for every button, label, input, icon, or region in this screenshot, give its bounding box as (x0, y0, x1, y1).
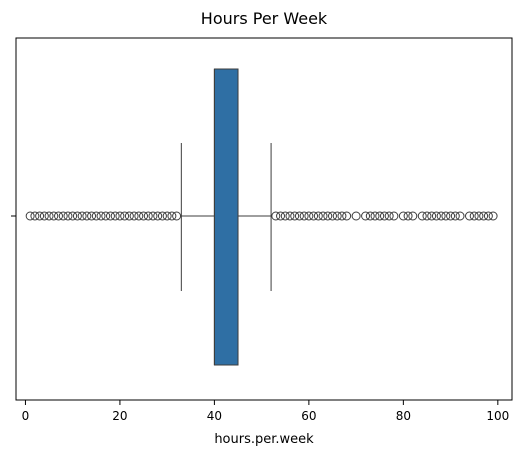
outlier-point (337, 211, 347, 221)
outlier-point (446, 211, 456, 221)
outlier-point (323, 211, 333, 221)
outlier-point (455, 211, 465, 221)
box (213, 68, 239, 366)
outlier-point (39, 211, 49, 221)
outlier-point (110, 211, 120, 221)
outlier-point (285, 211, 295, 221)
x-tick-label: 60 (301, 409, 316, 423)
outlier-point (25, 211, 35, 221)
outlier-point (148, 211, 158, 221)
whiskers (180, 143, 272, 291)
outlier-point (431, 211, 441, 221)
outlier-point (120, 211, 130, 221)
outlier-point (417, 211, 427, 221)
x-tick-label: 0 (22, 409, 30, 423)
outlier-point (327, 211, 337, 221)
outliers (25, 211, 498, 221)
outlier-point (35, 211, 45, 221)
outlier-point (436, 211, 446, 221)
outlier-point (143, 211, 153, 221)
outlier-point (167, 211, 177, 221)
iqr-box (213, 68, 239, 366)
outlier-point (91, 211, 101, 221)
outlier-point (68, 211, 78, 221)
outlier-point (398, 211, 408, 221)
outlier-point (379, 211, 389, 221)
outlier-point (375, 211, 385, 221)
outlier-point (422, 211, 432, 221)
x-axis-label: hours.per.week (214, 432, 314, 447)
outlier-point (139, 211, 149, 221)
outlier-point (384, 211, 394, 221)
outlier-point (101, 211, 111, 221)
outlier-point (474, 211, 484, 221)
outlier-point (304, 211, 314, 221)
outlier-point (294, 211, 304, 221)
outlier-point (129, 211, 139, 221)
outlier-point (318, 211, 328, 221)
outlier-point (403, 211, 413, 221)
outlier-point (77, 211, 87, 221)
outlier-point (483, 211, 493, 221)
outlier-point (389, 211, 399, 221)
outlier-point (44, 211, 54, 221)
outlier-point (271, 211, 281, 221)
x-tick-label: 20 (112, 409, 127, 423)
outlier-point (115, 211, 125, 221)
outlier-point (280, 211, 290, 221)
outlier-point (58, 211, 68, 221)
x-tick-label: 40 (207, 409, 222, 423)
outlier-point (105, 211, 115, 221)
outlier-point (370, 211, 380, 221)
outlier-point (464, 211, 474, 221)
outlier-point (299, 211, 309, 221)
outlier-point (72, 211, 82, 221)
chart-title: Hours Per Week (201, 9, 328, 28)
outlier-point (172, 211, 182, 221)
outlier-point (365, 211, 375, 221)
outlier-point (342, 211, 352, 221)
outlier-point (162, 211, 172, 221)
outlier-point (290, 211, 300, 221)
outlier-point (49, 211, 59, 221)
outlier-point (441, 211, 451, 221)
x-axis-ticks: 0 20 40 60 80 100 (22, 400, 509, 423)
outlier-point (361, 211, 371, 221)
outlier-point (427, 211, 437, 221)
outlier-point (153, 211, 163, 221)
x-tick-label: 100 (486, 409, 509, 423)
outlier-point (408, 211, 418, 221)
outlier-point (134, 211, 144, 221)
x-tick-label: 80 (396, 409, 411, 423)
outlier-point (276, 211, 286, 221)
outlier-point (469, 211, 479, 221)
outlier-point (124, 211, 134, 221)
outlier-point (96, 211, 106, 221)
outlier-point (332, 211, 342, 221)
outlier-point (82, 211, 92, 221)
outlier-point (479, 211, 489, 221)
outlier-point (309, 211, 319, 221)
outlier-point (63, 211, 73, 221)
outlier-point (450, 211, 460, 221)
outlier-point (54, 211, 64, 221)
outlier-point (488, 211, 498, 221)
outlier-point (87, 211, 97, 221)
outlier-point (30, 211, 40, 221)
plot-area-frame (15, 37, 513, 401)
outlier-point (313, 211, 323, 221)
outlier-point (351, 211, 361, 221)
outlier-point (157, 211, 167, 221)
